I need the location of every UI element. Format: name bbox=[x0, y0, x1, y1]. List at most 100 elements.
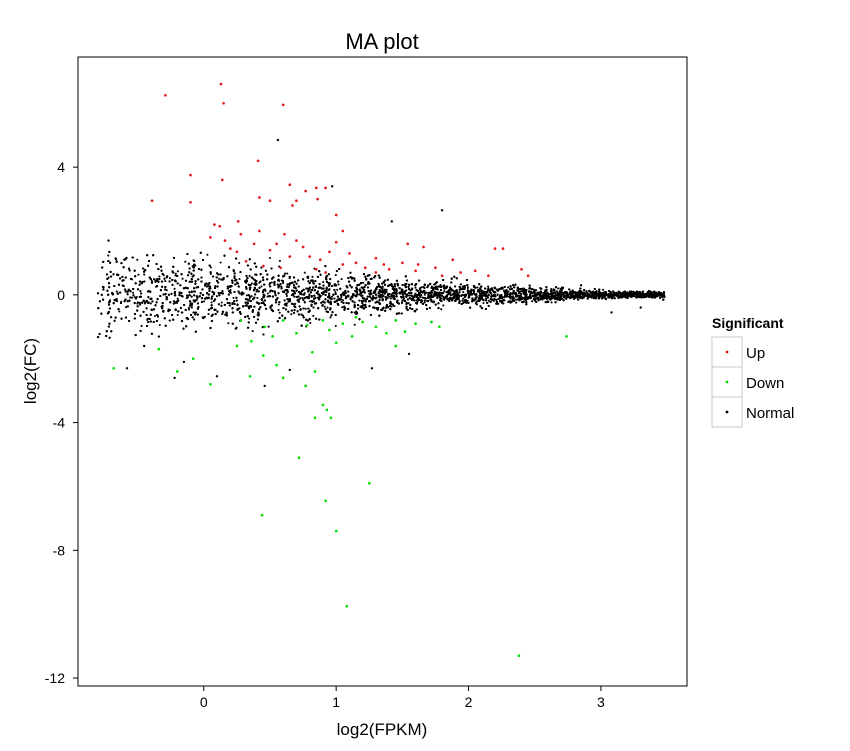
point-normal bbox=[210, 301, 213, 304]
point-normal bbox=[531, 300, 534, 303]
point-normal bbox=[140, 324, 143, 327]
point-normal bbox=[340, 295, 343, 298]
point-normal bbox=[353, 311, 356, 314]
point-normal bbox=[250, 282, 253, 285]
point-normal bbox=[309, 321, 312, 325]
point-normal bbox=[130, 296, 134, 299]
chart-title: MA plot bbox=[345, 29, 418, 54]
point-normal bbox=[124, 306, 128, 309]
point-normal bbox=[423, 293, 426, 296]
point-normal bbox=[550, 288, 553, 291]
point-normal bbox=[356, 307, 360, 310]
point-normal bbox=[173, 287, 176, 290]
point-normal bbox=[301, 297, 304, 300]
point-normal bbox=[362, 281, 365, 284]
point-normal bbox=[248, 317, 251, 320]
point-normal bbox=[507, 286, 510, 289]
point-normal bbox=[334, 274, 337, 277]
point-normal bbox=[329, 316, 332, 319]
point-normal bbox=[164, 280, 167, 283]
point-normal bbox=[176, 270, 179, 273]
point-normal bbox=[602, 288, 605, 291]
point-normal bbox=[629, 296, 633, 299]
point-normal bbox=[333, 283, 336, 286]
point-normal bbox=[168, 277, 171, 280]
point-normal bbox=[136, 258, 139, 261]
point-normal bbox=[340, 278, 343, 281]
point-normal bbox=[443, 289, 446, 293]
point-normal bbox=[300, 293, 304, 296]
point-normal bbox=[290, 313, 293, 316]
plot-panel bbox=[77, 56, 688, 687]
point-normal bbox=[248, 274, 251, 277]
point-normal bbox=[326, 306, 329, 309]
point-normal bbox=[341, 299, 345, 302]
point-normal bbox=[278, 259, 281, 262]
point-normal bbox=[323, 305, 326, 308]
point-normal bbox=[364, 306, 367, 309]
point-normal bbox=[311, 289, 314, 292]
point-normal bbox=[389, 297, 392, 300]
point-normal bbox=[128, 269, 131, 272]
point-normal bbox=[149, 302, 152, 305]
point-normal bbox=[150, 279, 153, 283]
point-normal bbox=[158, 323, 161, 327]
point-normal bbox=[174, 272, 177, 275]
point-normal bbox=[238, 261, 241, 265]
point-normal bbox=[207, 313, 210, 316]
point-normal bbox=[303, 271, 306, 274]
point-normal bbox=[137, 273, 140, 276]
point-normal bbox=[304, 307, 307, 310]
point-normal bbox=[107, 276, 110, 279]
point-normal bbox=[466, 299, 469, 302]
point-normal bbox=[218, 277, 221, 280]
point-normal bbox=[285, 294, 288, 298]
point-normal bbox=[341, 306, 344, 309]
point-normal bbox=[337, 283, 340, 286]
point-normal bbox=[309, 300, 312, 303]
point-normal bbox=[270, 281, 273, 284]
point-normal bbox=[260, 285, 263, 288]
point-normal bbox=[466, 286, 469, 289]
point-normal bbox=[235, 299, 238, 302]
point-normal bbox=[284, 272, 287, 275]
point-normal bbox=[139, 290, 142, 293]
point-normal bbox=[370, 289, 373, 292]
point-normal bbox=[203, 300, 206, 303]
point-normal bbox=[358, 299, 361, 302]
point-normal bbox=[190, 291, 193, 294]
point-normal bbox=[440, 308, 443, 311]
point-normal bbox=[286, 272, 289, 275]
point-normal bbox=[146, 318, 149, 321]
point-normal bbox=[333, 297, 336, 300]
point-normal bbox=[136, 309, 139, 312]
point-normal bbox=[277, 308, 280, 312]
point-normal bbox=[511, 295, 515, 298]
point-normal bbox=[423, 299, 426, 302]
point-normal bbox=[252, 277, 255, 280]
point-normal bbox=[550, 301, 553, 304]
points-layer bbox=[96, 82, 666, 658]
point-normal bbox=[174, 274, 177, 277]
point-normal bbox=[251, 330, 254, 333]
point-normal bbox=[220, 301, 223, 304]
point-normal bbox=[193, 318, 196, 321]
point-normal bbox=[209, 266, 212, 269]
point-normal bbox=[336, 288, 339, 291]
point-normal bbox=[256, 296, 259, 299]
point-normal bbox=[515, 298, 518, 301]
point-normal bbox=[312, 314, 315, 317]
point-normal bbox=[414, 286, 417, 289]
point-normal bbox=[248, 297, 251, 300]
point-normal bbox=[176, 313, 179, 317]
point-normal bbox=[462, 297, 465, 300]
point-normal bbox=[164, 292, 167, 295]
point-normal bbox=[131, 291, 135, 294]
point-normal bbox=[153, 314, 157, 318]
point-normal bbox=[330, 295, 334, 298]
point-normal bbox=[156, 277, 159, 280]
point-normal bbox=[340, 300, 343, 303]
point-normal bbox=[476, 286, 479, 289]
point-normal bbox=[302, 314, 305, 317]
